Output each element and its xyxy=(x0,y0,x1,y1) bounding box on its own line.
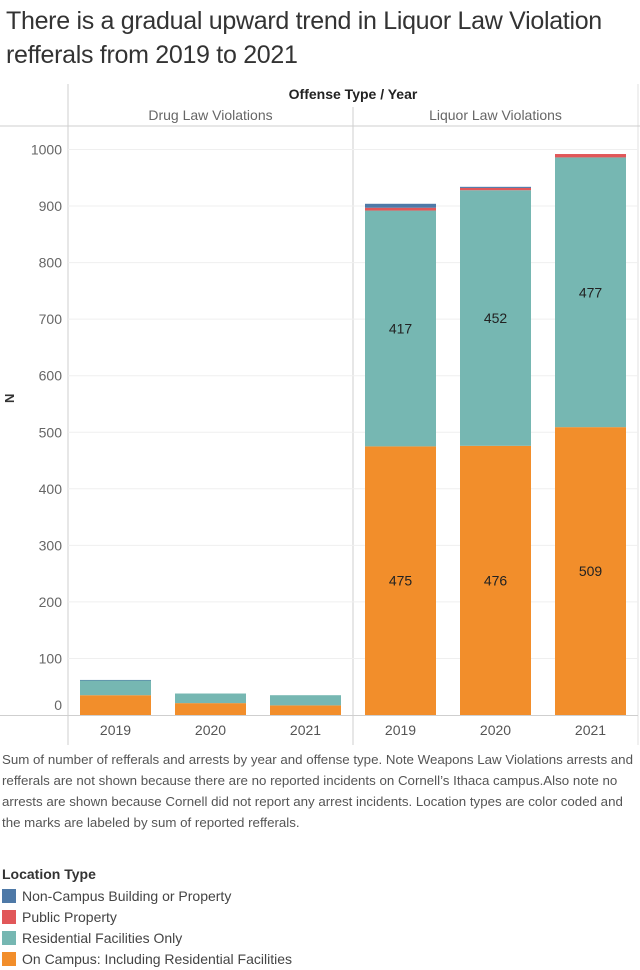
y-tick-label: 500 xyxy=(39,424,63,440)
bar-segment[interactable] xyxy=(80,695,151,715)
legend-swatch xyxy=(2,909,16,924)
chart-title: There is a gradual upward trend in Liquo… xyxy=(6,7,602,69)
legend-item-non-campus[interactable]: Non-Campus Building or Property xyxy=(2,885,292,906)
legend-item-on-campus[interactable]: On Campus: Including Residential Facilit… xyxy=(2,948,292,969)
legend: Location Type Non-Campus Building or Pro… xyxy=(2,866,292,969)
y-tick-label: 1000 xyxy=(31,142,62,158)
chart-caption: Sum of number of refferals and arrests b… xyxy=(2,752,633,830)
panel-header-liquor: Liquor Law Violations xyxy=(429,107,562,123)
legend-swatch xyxy=(2,888,16,903)
x-tick-label: 2019 xyxy=(100,722,131,738)
data-label: 417 xyxy=(389,320,413,336)
legend-item-residential[interactable]: Residential Facilities Only xyxy=(2,927,292,948)
bar-segment[interactable] xyxy=(270,705,341,715)
bar-segment[interactable] xyxy=(175,703,246,715)
legend-label: On Campus: Including Residential Facilit… xyxy=(22,950,293,967)
bar-segment[interactable] xyxy=(270,695,341,706)
y-tick-label: 100 xyxy=(39,650,63,666)
bar-segment[interactable] xyxy=(460,190,531,446)
data-label: 477 xyxy=(579,284,603,300)
legend-label: Public Property xyxy=(22,908,117,925)
bar-segment[interactable] xyxy=(365,203,436,208)
x-tick-label: 2021 xyxy=(575,722,606,738)
bar-segment[interactable] xyxy=(460,187,531,191)
y-tick-label: 900 xyxy=(39,198,63,214)
x-tick-label: 2021 xyxy=(290,722,321,738)
x-tick-label: 2020 xyxy=(480,722,511,738)
legend-swatch xyxy=(2,951,16,966)
bar-segment[interactable] xyxy=(80,680,151,696)
legend-title: Location Type xyxy=(2,866,96,882)
chart-area: 0 100 200 300 400 500 600 700 800 900 1000 N 2019 202… xyxy=(0,84,640,745)
legend-item-public-property[interactable]: Public Property xyxy=(2,906,292,927)
x-tick-label: 2019 xyxy=(385,722,416,738)
bar-segment[interactable] xyxy=(365,207,436,211)
y-tick-label: 600 xyxy=(39,368,63,384)
data-label: 509 xyxy=(579,563,603,579)
data-label: 452 xyxy=(484,310,508,326)
bar-segment[interactable] xyxy=(365,446,436,715)
y-tick-label: 800 xyxy=(39,255,63,271)
legend-swatch xyxy=(2,930,16,945)
bar-segment[interactable] xyxy=(460,445,531,715)
bar-segment[interactable] xyxy=(555,427,626,715)
bar-segment[interactable] xyxy=(80,679,151,681)
y-tick-label: 300 xyxy=(39,537,63,553)
data-label: 476 xyxy=(484,572,508,588)
x-tick-label: 2020 xyxy=(195,722,226,738)
column-header-offense-year: Offense Type / Year xyxy=(288,86,418,102)
bar-segment[interactable] xyxy=(175,693,246,704)
data-label: 475 xyxy=(389,573,413,589)
bar-segment[interactable] xyxy=(555,157,626,428)
y-tick-label: 400 xyxy=(39,481,63,497)
bar-segment[interactable] xyxy=(365,210,436,447)
panel-header-drug: Drug Law Violations xyxy=(148,107,273,123)
y-axis-label: N xyxy=(2,394,17,403)
bar-segment[interactable] xyxy=(555,154,626,158)
legend-label: Residential Facilities Only xyxy=(22,929,183,946)
y-tick-label: 0 xyxy=(54,697,62,713)
bar-segment[interactable] xyxy=(460,186,531,188)
y-tick-label: 700 xyxy=(39,311,63,327)
y-tick-label: 200 xyxy=(39,594,63,610)
legend-label: Non-Campus Building or Property xyxy=(22,887,232,904)
